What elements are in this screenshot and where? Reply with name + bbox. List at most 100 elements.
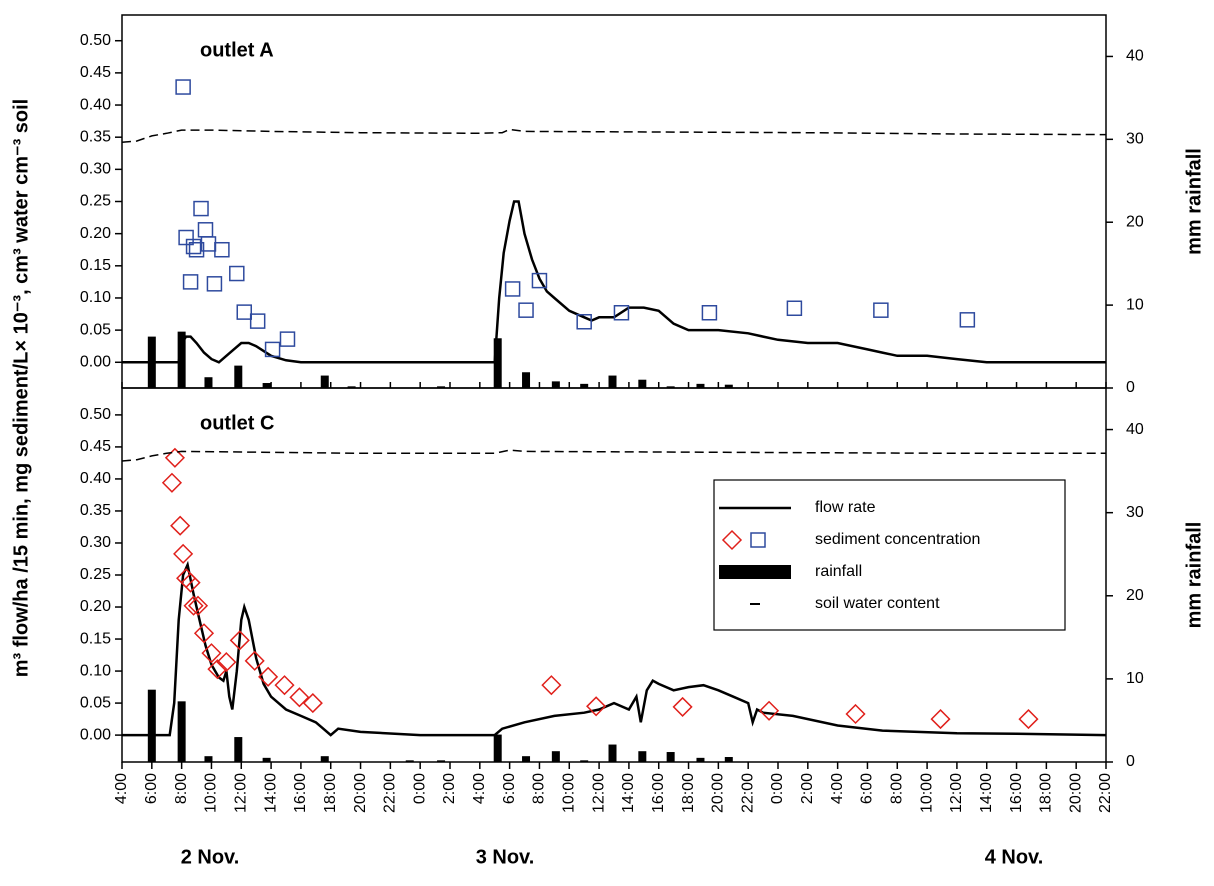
y-tick-label: 0.20 bbox=[80, 598, 111, 615]
sediment-marker bbox=[576, 314, 592, 330]
y-tick-label: 0.00 bbox=[80, 726, 111, 743]
x-tick-label: 12:00 bbox=[948, 773, 965, 813]
sediment-marker bbox=[289, 687, 310, 708]
rain-bar bbox=[580, 760, 589, 762]
y-tick-label: 0.45 bbox=[80, 438, 111, 455]
sediment-marker bbox=[672, 696, 693, 717]
sediment-marker bbox=[279, 331, 296, 347]
sediment-marker bbox=[164, 447, 185, 468]
x-tick-label: 22:00 bbox=[382, 773, 399, 813]
sediment-marker bbox=[214, 241, 230, 258]
y-tick-label: 0.05 bbox=[80, 321, 111, 338]
sediment-marker bbox=[758, 700, 780, 721]
rain-bar bbox=[493, 338, 502, 388]
sediment-marker bbox=[258, 666, 279, 687]
sediment-marker bbox=[264, 341, 281, 358]
y2-tick-label: 0 bbox=[1126, 379, 1135, 396]
y-tick-label: 0.35 bbox=[80, 502, 111, 519]
sediment-marker bbox=[187, 595, 209, 616]
day-label: 2 Nov. bbox=[181, 846, 240, 868]
x-tick-label: 2:00 bbox=[799, 773, 816, 804]
sediment-marker bbox=[959, 312, 976, 328]
sediment-marker bbox=[531, 272, 548, 289]
sediment-marker bbox=[170, 515, 191, 536]
y-tick-label: 0.40 bbox=[80, 96, 111, 113]
sediment-marker bbox=[173, 543, 194, 564]
sediment-marker bbox=[216, 652, 237, 673]
sediment-marker bbox=[786, 300, 803, 317]
rain-bar bbox=[177, 701, 186, 762]
x-tick-label: 6:00 bbox=[501, 773, 518, 804]
x-tick-label: 10:00 bbox=[203, 773, 220, 813]
sediment-marker bbox=[613, 305, 630, 321]
panel-title: outlet A bbox=[200, 39, 274, 61]
x-tick-label: 18:00 bbox=[1038, 773, 1055, 813]
x-tick-label: 6:00 bbox=[859, 773, 876, 804]
rain-bar bbox=[147, 336, 156, 388]
rain-bar bbox=[696, 757, 705, 762]
sediment-marker bbox=[201, 643, 222, 664]
x-tick-label: 20:00 bbox=[710, 773, 727, 813]
rain-bar bbox=[580, 383, 589, 388]
rain-bar bbox=[666, 752, 675, 762]
y-tick-label: 0.10 bbox=[80, 289, 111, 306]
y2-tick-label: 20 bbox=[1126, 213, 1144, 230]
sediment-marker bbox=[930, 709, 951, 730]
x-tick-label: 20:00 bbox=[352, 773, 369, 813]
y2-tick-label: 0 bbox=[1126, 753, 1135, 770]
y-tick-label: 0.30 bbox=[80, 534, 111, 551]
y-tick-label: 0.50 bbox=[80, 406, 111, 423]
y-tick-label: 0.10 bbox=[80, 662, 111, 679]
soil-water-line bbox=[121, 128, 1107, 144]
y2-tick-label: 40 bbox=[1126, 421, 1144, 438]
rain-bar bbox=[234, 737, 243, 762]
sediment-marker bbox=[180, 572, 201, 593]
rain-bar bbox=[405, 760, 414, 762]
sediment-marker bbox=[236, 304, 253, 320]
rain-bar bbox=[638, 751, 647, 762]
legend-label: soil water content bbox=[815, 595, 940, 612]
sediment-marker bbox=[1018, 709, 1039, 730]
x-tick-label: 12:00 bbox=[232, 773, 249, 813]
rain-bar bbox=[724, 384, 733, 388]
y2-tick-label: 30 bbox=[1126, 131, 1144, 148]
sediment-marker bbox=[161, 472, 183, 493]
x-tick-label: 8:00 bbox=[888, 773, 905, 804]
legend-symbol bbox=[719, 565, 791, 579]
rain-bar bbox=[551, 381, 560, 388]
y2-tick-label: 10 bbox=[1126, 670, 1144, 687]
legend-symbol bbox=[750, 532, 766, 548]
rain-bar bbox=[320, 375, 329, 388]
x-tick-label: 16:00 bbox=[1008, 773, 1025, 813]
x-tick-label: 18:00 bbox=[322, 773, 339, 813]
x-tick-label: 4:00 bbox=[471, 773, 488, 804]
sediment-marker bbox=[193, 623, 215, 644]
rain-bar bbox=[551, 751, 560, 762]
rain-bar bbox=[262, 757, 271, 762]
sediment-marker bbox=[701, 305, 718, 321]
rain-bar bbox=[204, 756, 213, 762]
sediment-marker bbox=[175, 79, 191, 95]
y-tick-label: 0.00 bbox=[80, 353, 111, 370]
y-axis-label: m³ flow/ha /15 min, mg sediment/L× 10⁻³,… bbox=[10, 99, 32, 677]
x-tick-label: 22:00 bbox=[739, 773, 756, 813]
panel-title: outlet C bbox=[200, 412, 274, 434]
x-tick-label: 10:00 bbox=[560, 773, 577, 813]
y2-axis-label: mm rainfall bbox=[1183, 148, 1205, 255]
sediment-marker bbox=[244, 650, 265, 671]
rain-bar bbox=[608, 375, 617, 388]
y-tick-label: 0.25 bbox=[80, 193, 111, 210]
x-tick-label: 14:00 bbox=[978, 773, 995, 813]
rain-bar bbox=[234, 365, 243, 388]
x-tick-label: 8:00 bbox=[173, 773, 190, 804]
y-tick-label: 0.30 bbox=[80, 161, 111, 178]
x-tick-label: 6:00 bbox=[143, 773, 160, 804]
sediment-marker bbox=[182, 274, 199, 290]
x-tick-label: 0:00 bbox=[769, 773, 786, 804]
rain-bar bbox=[437, 760, 446, 762]
rain-bar bbox=[638, 379, 647, 388]
y2-axis-label: mm rainfall bbox=[1183, 522, 1205, 629]
sediment-marker bbox=[586, 696, 607, 717]
sediment-marker bbox=[183, 595, 204, 616]
